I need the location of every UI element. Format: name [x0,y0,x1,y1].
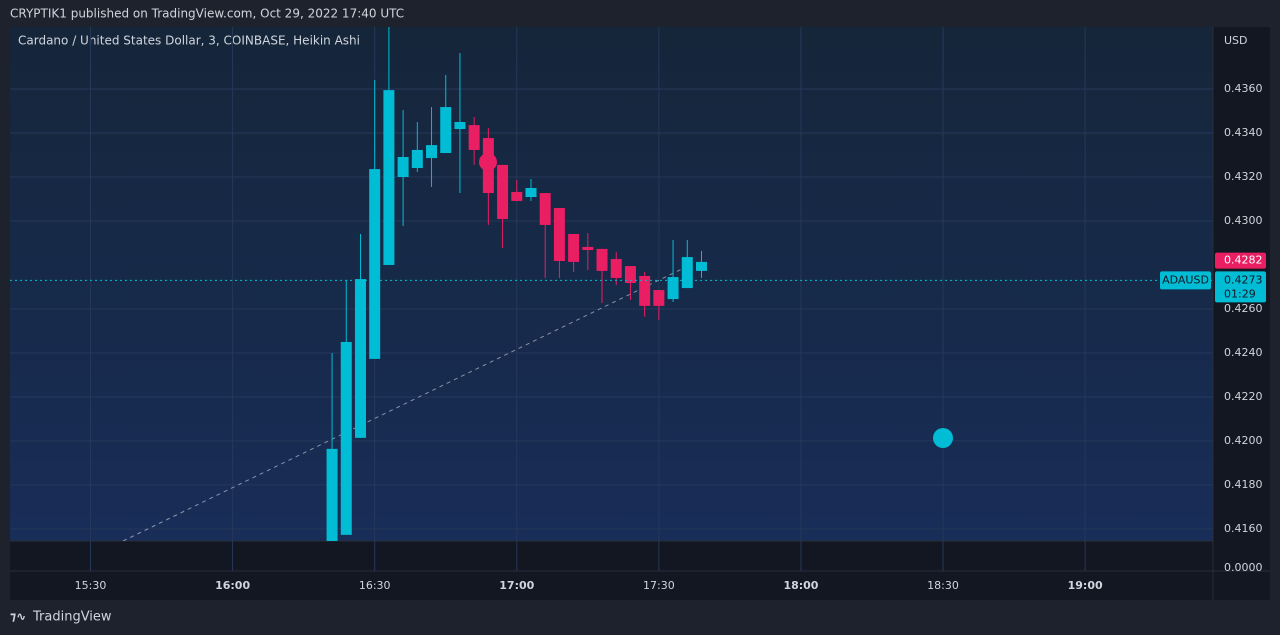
candle-body [468,125,480,150]
chart-title: Cardano / United States Dollar, 3, COINB… [18,34,360,48]
y-tick-label: 0.4300 [1224,214,1263,227]
y-tick-label: 0.4240 [1224,346,1263,359]
y-tick-label: 0.4220 [1224,390,1263,403]
footer-logo: TradingView [32,610,112,625]
publisher-header: CRYPTIK1 published on TradingView.com, O… [10,7,404,21]
candle-body [340,341,352,535]
x-tick-label: 18:30 [927,579,959,592]
y-tick-label: 0.0000 [1224,561,1263,574]
y-axis-label: USD [1224,34,1248,47]
logo-icon: ⁊∿ [10,610,26,624]
candle-body [369,169,381,359]
y-tick-label: 0.4260 [1224,302,1263,315]
grid [10,27,1213,541]
candle-body [582,246,594,251]
x-tick-label: 17:00 [499,579,534,592]
candle-body [440,107,452,154]
trend-line [122,264,691,541]
y-tick-label: 0.4340 [1224,126,1263,139]
price-tag [1215,252,1266,269]
candle-body [397,156,409,177]
candle-body [411,149,423,168]
countdown-label: 01:29 [1224,287,1256,300]
symbol-label: ADAUSD [1162,273,1209,286]
candle-body [681,257,693,289]
candle-body [354,279,366,438]
high-marker-label: 0.4282 [1224,254,1263,267]
symbol-tag [1160,271,1211,290]
candle-body [539,193,551,225]
lower-pane [10,541,1213,571]
plot-layer [10,27,1213,541]
candle-body [610,259,622,278]
annotation-dot [479,153,497,171]
y-tick-label: 0.4180 [1224,478,1263,491]
y-tick-label: 0.4200 [1224,434,1263,447]
candle-body [511,191,523,201]
candle-body [553,208,565,262]
price-axis [1213,27,1270,600]
y-tick-label: 0.4320 [1224,170,1263,183]
x-tick-label: 19:00 [1068,579,1103,592]
x-tick-label: 17:30 [643,579,675,592]
candle-body [624,266,636,284]
candle-body [454,122,466,130]
candle-body [568,233,580,262]
candle-body [667,277,679,300]
x-tick-label: 15:30 [75,579,107,592]
x-tick-label: 16:00 [215,579,250,592]
y-tick-label: 0.4160 [1224,522,1263,535]
x-tick-label: 16:30 [359,579,391,592]
x-tick-label: 18:00 [783,579,818,592]
candle-body [497,164,509,220]
candle-body [525,187,537,198]
price-tag [1215,271,1266,303]
candle-body [653,290,665,306]
last-price-label: 0.4273 [1224,273,1263,286]
candle-body [695,261,707,271]
candle-body [326,448,338,541]
candle-body [596,248,608,271]
time-axis [10,571,1213,600]
candle-body [426,145,438,159]
plot-area [10,27,1213,541]
candle-body [383,90,395,265]
annotation-dot [933,428,953,448]
candle-body [639,275,651,306]
y-tick-label: 0.4360 [1224,82,1263,95]
